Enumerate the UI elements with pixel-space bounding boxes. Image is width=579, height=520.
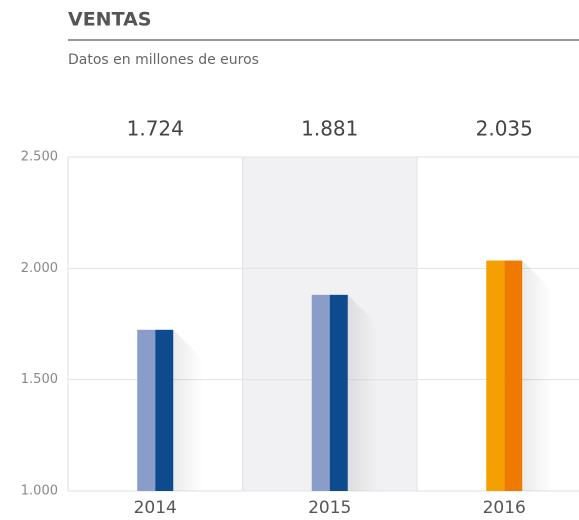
- y-tick-label: 2.000: [21, 261, 58, 276]
- value-label: 1.881: [301, 117, 358, 141]
- bar-shadow: [522, 260, 553, 491]
- bar: [486, 260, 523, 491]
- bar-dark: [329, 294, 348, 491]
- chart-title: VENTAS: [68, 9, 151, 31]
- value-label: 2.035: [476, 117, 533, 141]
- bar-shadow: [173, 329, 204, 491]
- bar: [137, 329, 174, 491]
- y-tick-label: 1.000: [21, 484, 58, 499]
- bar-light: [311, 294, 330, 491]
- y-tick-label: 1.500: [21, 372, 58, 387]
- bar-shadow: [347, 294, 378, 491]
- chart-subtitle: Datos en millones de euros: [68, 52, 259, 68]
- bar-light: [137, 329, 156, 491]
- x-tick-label: 2014: [134, 498, 177, 518]
- bar: [311, 294, 348, 491]
- value-label: 1.724: [127, 117, 184, 141]
- x-tick-label: 2015: [308, 498, 351, 518]
- bar-dark: [155, 329, 174, 491]
- x-tick-label: 2016: [483, 498, 526, 518]
- bar-dark: [504, 260, 523, 491]
- y-tick-label: 2.500: [21, 150, 58, 165]
- bar-light: [486, 260, 505, 491]
